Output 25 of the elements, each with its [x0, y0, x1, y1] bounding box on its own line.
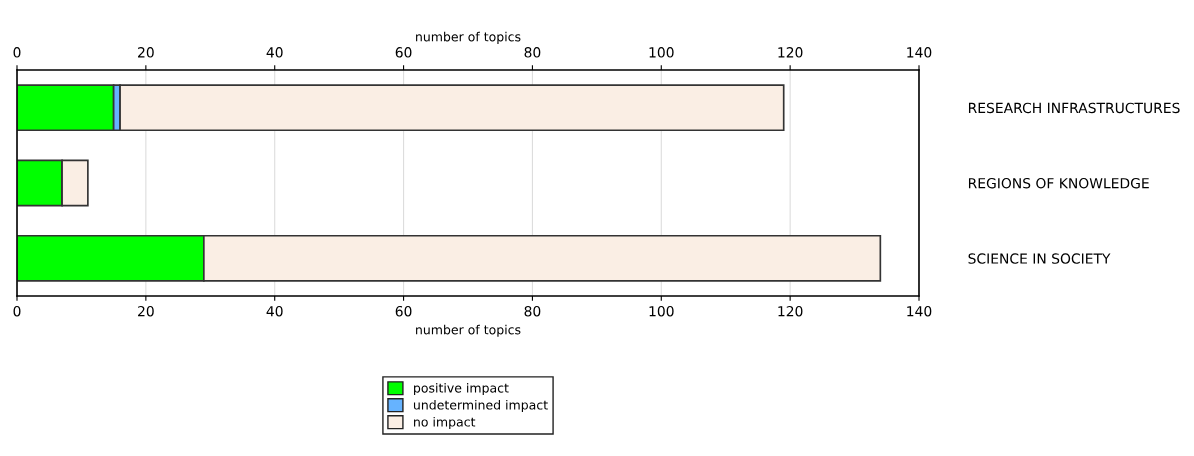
x-tick-label: 60	[395, 305, 412, 317]
legend-label: positive impact	[414, 382, 509, 396]
y-tick-label: RESEARCH INFRASTRUCTURES	[968, 102, 1180, 114]
x-tick-label: 80	[524, 305, 541, 317]
y-tick-label: REGIONS OF KNOWLEDGE	[968, 177, 1149, 189]
x-tick-label: 100	[649, 305, 674, 317]
x2-tick-label: 60	[395, 47, 412, 58]
x2-tick-label: 100	[649, 47, 674, 58]
x-tick-label: 140	[907, 305, 932, 317]
x-tick-label: 20	[138, 305, 154, 317]
x-tick-label: 0	[13, 305, 21, 317]
x-tick-label: 40	[266, 305, 283, 317]
x-tick-label: 120	[778, 305, 803, 317]
x2-tick-label: 120	[778, 47, 803, 58]
x2-tick-label: 40	[266, 47, 283, 58]
bar	[17, 84, 115, 132]
x2-tick-label: 140	[907, 47, 932, 58]
legend-label: no impact	[414, 416, 476, 429]
x2-tick-label: 80	[524, 47, 541, 58]
x2-tick-label: 0	[13, 47, 21, 58]
legend-label: undetermined impact	[413, 399, 548, 413]
y-tick-label: SCIENCE IN SOCIETY	[968, 253, 1111, 264]
x-axis-title: number of topics	[416, 324, 521, 337]
x2-axis-title: number of topics	[416, 31, 521, 44]
x2-tick-label: 20	[138, 47, 154, 58]
